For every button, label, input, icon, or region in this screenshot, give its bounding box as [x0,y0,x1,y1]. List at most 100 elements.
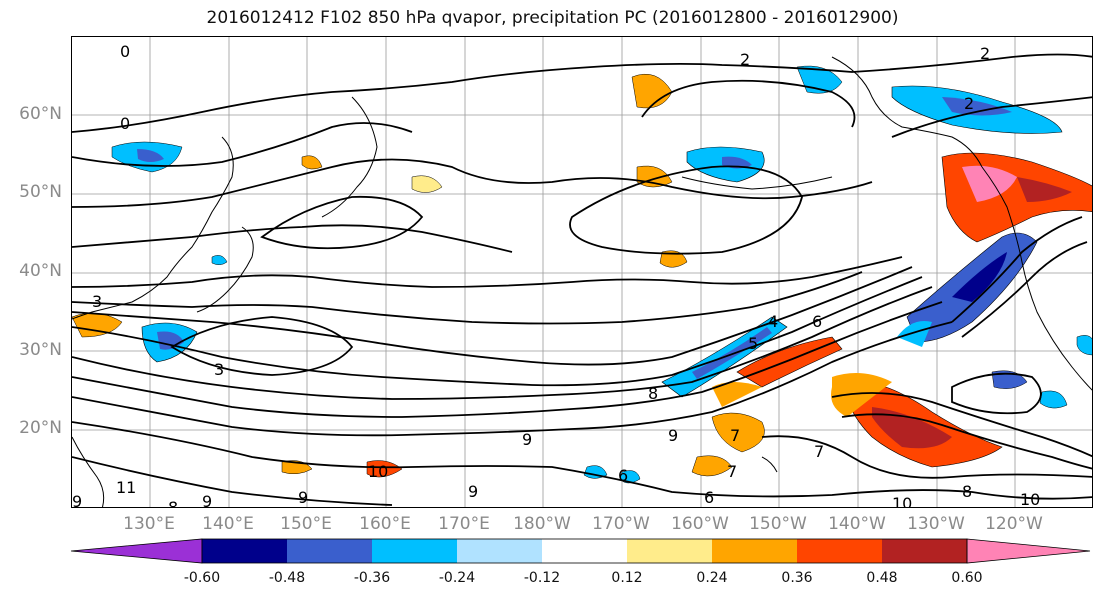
contour-east-2 [841,413,1092,470]
contour-5 [72,266,913,366]
precip-neg-west-coast-core [952,252,1007,302]
colorbar-tick-8: 0.48 [866,570,898,586]
colorbar-tick-3: -0.24 [438,570,476,586]
lon-label-160e: 160°E [359,514,411,534]
map-title: 2016012412 F102 850 hPa qvapor, precipit… [206,8,899,28]
contour-label-11-west: 11 [116,478,136,497]
precip-pos-kuril [301,155,323,170]
map-canvas: 0 2 2 2 0 3 3 4 5 6 7 8 9 9 9 10 10 10 1… [72,37,1092,508]
contour-2-loop2 [260,195,424,250]
precip-pos-alaska-gulf [631,73,673,109]
precip-neg-east-2 [1039,390,1068,409]
contour-coast-2 [961,241,1088,338]
contour-label-2-gulf: 2 [964,94,974,113]
contour-0-north [72,53,1092,133]
colorbar-bin-2 [287,539,372,563]
colorbar-tick-6: 0.24 [696,570,728,586]
contour-label-6: 6 [812,312,822,331]
coastline-asia [72,136,234,320]
precip-pos-subtropical-halo [831,373,892,417]
contour-label-0-nw: 0 [120,114,130,133]
coastline-hawaii [761,456,778,473]
contour-label-9-sw: 9 [202,492,212,508]
contour-8 [72,301,943,418]
precip-neg-westpac-small [211,255,228,265]
lon-label-170e: 170°E [438,514,490,534]
colorbar-tick-0: -0.60 [183,570,221,586]
colorbar-bin-8 [797,539,882,563]
contour-2-east [891,96,1092,138]
contour-label-2-ne: 2 [980,44,990,63]
contour-7 [72,286,933,400]
contour-9 [72,321,953,437]
coastline-japan [196,226,254,313]
colorbar-bin-1 [202,539,287,563]
contour-2-loop [569,165,803,255]
contour-label-10-far-east: 10 [1020,490,1040,508]
contour-2-subpolar [72,158,873,208]
precip-pos-nw-america-core [962,165,1017,202]
lat-label-40n: 40°N [19,261,62,281]
contour-label-2-alaska: 2 [740,50,750,69]
coastline-aleutians [681,176,833,190]
contour-label-7-coast: 7 [730,426,740,445]
contour-label-8-east: 8 [962,482,972,501]
contour-east-1 [831,392,1092,458]
contour-0-okhotsk [72,122,413,167]
lat-label-20n: 20°N [19,418,62,438]
lat-label-50n: 50°N [19,182,62,202]
contour-label-8-mid: 8 [648,384,658,403]
lon-label-130e: 130°E [123,514,175,534]
precip-positive-shading [72,73,1092,478]
lon-label-120w: 120°W [985,514,1043,534]
contour-label-7-east: 7 [814,442,824,461]
contour-label-6-south: 6 [618,466,628,485]
colorbar-bin-4 [457,539,542,563]
lon-label-170w: 170°W [592,514,650,534]
precip-pos-nw-america-inner [1017,177,1072,202]
contour-label-7-tropics: 7 [727,462,737,481]
colorbar-extend-max [966,538,1091,564]
colorbar-tick-9: 0.60 [951,570,983,586]
contour-10 [72,421,1092,500]
contour-label-5: 5 [748,334,758,353]
lon-label-150w: 150°W [749,514,807,534]
lon-label-160w: 160°W [671,514,729,534]
contour-3-west [72,256,903,288]
coastline-alaska [831,56,983,168]
contour-subtrop-loop [951,372,1042,415]
precip-pos-south-1 [711,412,765,453]
precip-neg-west-coast-halo [897,321,932,347]
lon-label-140e: 140°E [202,514,254,534]
lat-label-60n: 60°N [19,104,62,124]
precip-neg-bay [1076,335,1092,356]
contour-label-4: 4 [768,312,778,331]
contour-4 [72,271,863,325]
precip-pos-tropical-west [366,460,403,478]
contour-6 [72,276,923,387]
contour-label-9-east: 9 [668,426,678,445]
contour-coast-1 [951,216,1083,323]
coastline-philippines [72,436,105,507]
map-panel[interactable]: 0 2 2 2 0 3 3 4 5 6 7 8 9 9 9 10 10 10 1… [71,36,1093,508]
contour-label-10-east: 10 [892,494,912,508]
colorbar-tick-2: -0.36 [353,570,391,586]
contour-2-alaska [641,79,856,128]
contour-label-0-west: 0 [120,42,130,61]
colorbar-bin-9 [882,539,967,563]
contour-label-3-west: 3 [92,292,102,311]
precip-pos-midlat [411,175,443,193]
colorbar [70,538,1091,564]
colorbar-tick-5: 0.12 [611,570,643,586]
contour-label-9-south: 9 [468,482,478,501]
coastline-na-west [981,166,1092,391]
colorbar-bin-7 [712,539,797,563]
precip-neg-japan-core [157,331,184,350]
lon-label-130w: 130°W [907,514,965,534]
contour-east-3 [761,435,1092,479]
precip-pos-nw-america [941,152,1092,243]
colorbar-extend-min [70,538,203,564]
contour-label-9-tropics: 9 [298,488,308,507]
contour-label-6-tropics: 6 [704,488,714,507]
contour-label-9-west: 9 [72,492,82,508]
